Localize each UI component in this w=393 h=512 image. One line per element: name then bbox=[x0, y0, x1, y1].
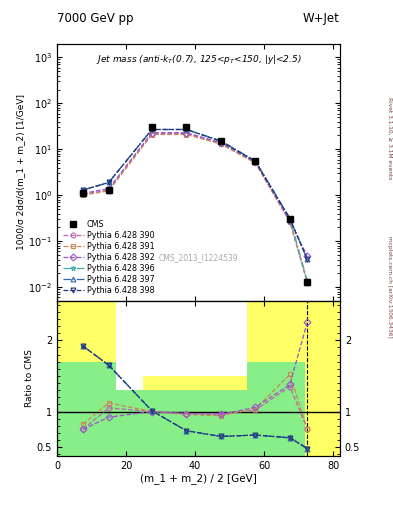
Y-axis label: 1000/σ 2dσ/d(m_1 + m_2) [1/GeV]: 1000/σ 2dσ/d(m_1 + m_2) [1/GeV] bbox=[17, 94, 26, 250]
Bar bbox=[143, 376, 247, 456]
Text: Rivet 3.1.10, ≥ 3.1M events: Rivet 3.1.10, ≥ 3.1M events bbox=[387, 97, 392, 179]
Text: 7000 GeV pp: 7000 GeV pp bbox=[57, 12, 134, 25]
Bar bbox=[116, 390, 247, 456]
Text: W+Jet: W+Jet bbox=[303, 12, 340, 25]
Text: CMS_2013_I1224539: CMS_2013_I1224539 bbox=[159, 253, 238, 262]
Text: mcplots.cern.ch [arXiv:1306.3436]: mcplots.cern.ch [arXiv:1306.3436] bbox=[387, 236, 392, 337]
Text: Jet mass (anti-k$_T$(0.7), 125<p$_T$<150, |y|<2.5): Jet mass (anti-k$_T$(0.7), 125<p$_T$<150… bbox=[95, 53, 301, 66]
Bar bbox=[57, 361, 116, 456]
Legend: CMS, Pythia 6.428 390, Pythia 6.428 391, Pythia 6.428 392, Pythia 6.428 396, Pyt: CMS, Pythia 6.428 390, Pythia 6.428 391,… bbox=[61, 217, 157, 297]
Y-axis label: Ratio to CMS: Ratio to CMS bbox=[25, 350, 34, 408]
Bar bbox=[57, 301, 116, 456]
Bar bbox=[247, 301, 340, 456]
X-axis label: (m_1 + m_2) / 2 [GeV]: (m_1 + m_2) / 2 [GeV] bbox=[140, 473, 257, 484]
Bar bbox=[247, 361, 305, 456]
